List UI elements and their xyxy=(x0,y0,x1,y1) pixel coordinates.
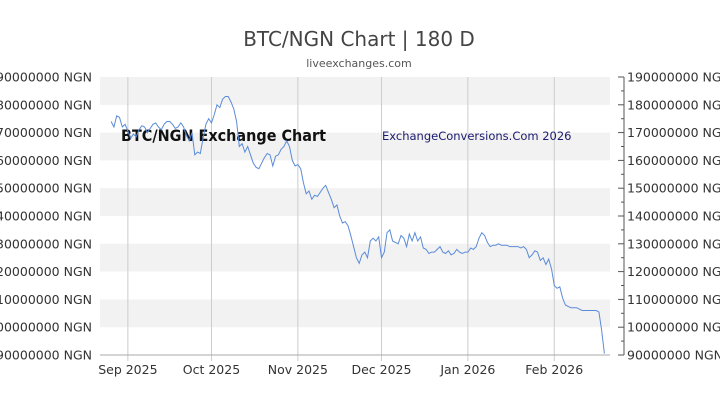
y-tick-label-right: 120000000 NGN xyxy=(627,264,720,279)
y-tick-label-right: 170000000 NGN xyxy=(627,125,720,140)
x-tick-label: Nov 2025 xyxy=(268,362,328,377)
y-tick-label-left: 110000000 NGN xyxy=(0,292,92,307)
vertical-gridlines xyxy=(127,77,555,361)
band xyxy=(100,188,610,216)
y-tick-label-right: 160000000 NGN xyxy=(627,153,720,168)
watermark-left: BTC/NGN Exchange Chart xyxy=(121,126,326,145)
background-bands xyxy=(100,77,610,328)
y-tick-label-right: 100000000 NGN xyxy=(627,320,720,335)
band xyxy=(100,77,610,105)
x-tick-label: Sep 2025 xyxy=(98,362,157,377)
y-tick-label-left: 190000000 NGN xyxy=(0,70,92,85)
series-line xyxy=(110,96,605,354)
y-tick-label-left: 180000000 NGN xyxy=(0,97,92,112)
y-tick-label-right: 180000000 NGN xyxy=(627,97,720,112)
y-tick-label-left: 130000000 NGN xyxy=(0,236,92,251)
y-tick-label-right: 110000000 NGN xyxy=(627,292,720,307)
y-tick-label-left: 150000000 NGN xyxy=(0,181,92,196)
chart-subtitle: liveexchanges.com xyxy=(306,57,411,70)
y-tick-label-left: 160000000 NGN xyxy=(0,153,92,168)
y-tick-label-right: 140000000 NGN xyxy=(627,209,720,224)
band xyxy=(100,243,610,272)
band xyxy=(100,299,610,328)
band xyxy=(100,132,610,161)
x-tick-label: Oct 2025 xyxy=(183,362,240,377)
y-tick-label-left: 120000000 NGN xyxy=(0,264,92,279)
y-tick-label-left: 90000000 NGN xyxy=(0,348,92,363)
x-tick-label: Feb 2026 xyxy=(525,362,583,377)
y-tick-label-right: 130000000 NGN xyxy=(627,236,720,251)
x-tick-label: Dec 2025 xyxy=(351,362,411,377)
y-tick-label-right: 190000000 NGN xyxy=(627,70,720,85)
y-tick-label-left: 100000000 NGN xyxy=(0,320,92,335)
x-axis: Sep 2025 Oct 2025 Nov 2025 Dec 2025 Jan 2026… xyxy=(98,354,610,377)
watermark-right: ExchangeConversions.Com 2026 xyxy=(382,129,572,143)
y-tick-label-right: 90000000 NGN xyxy=(627,348,720,363)
y-tick-label-left: 170000000 NGN xyxy=(0,125,92,140)
y-tick-label-right: 150000000 NGN xyxy=(627,181,720,196)
y-tick-label-left: 140000000 NGN xyxy=(0,209,92,224)
y-axis-right: 90000000 NGN 100000000 NGN 110000000 NGN 12… xyxy=(618,70,720,363)
y-axis-left: 90000000 NGN 100000000 NGN 110000000 NGN 12… xyxy=(0,70,92,363)
x-tick-label: Jan 2026 xyxy=(439,362,495,377)
chart-title: BTC/NGN Chart | 180 D xyxy=(243,27,475,51)
